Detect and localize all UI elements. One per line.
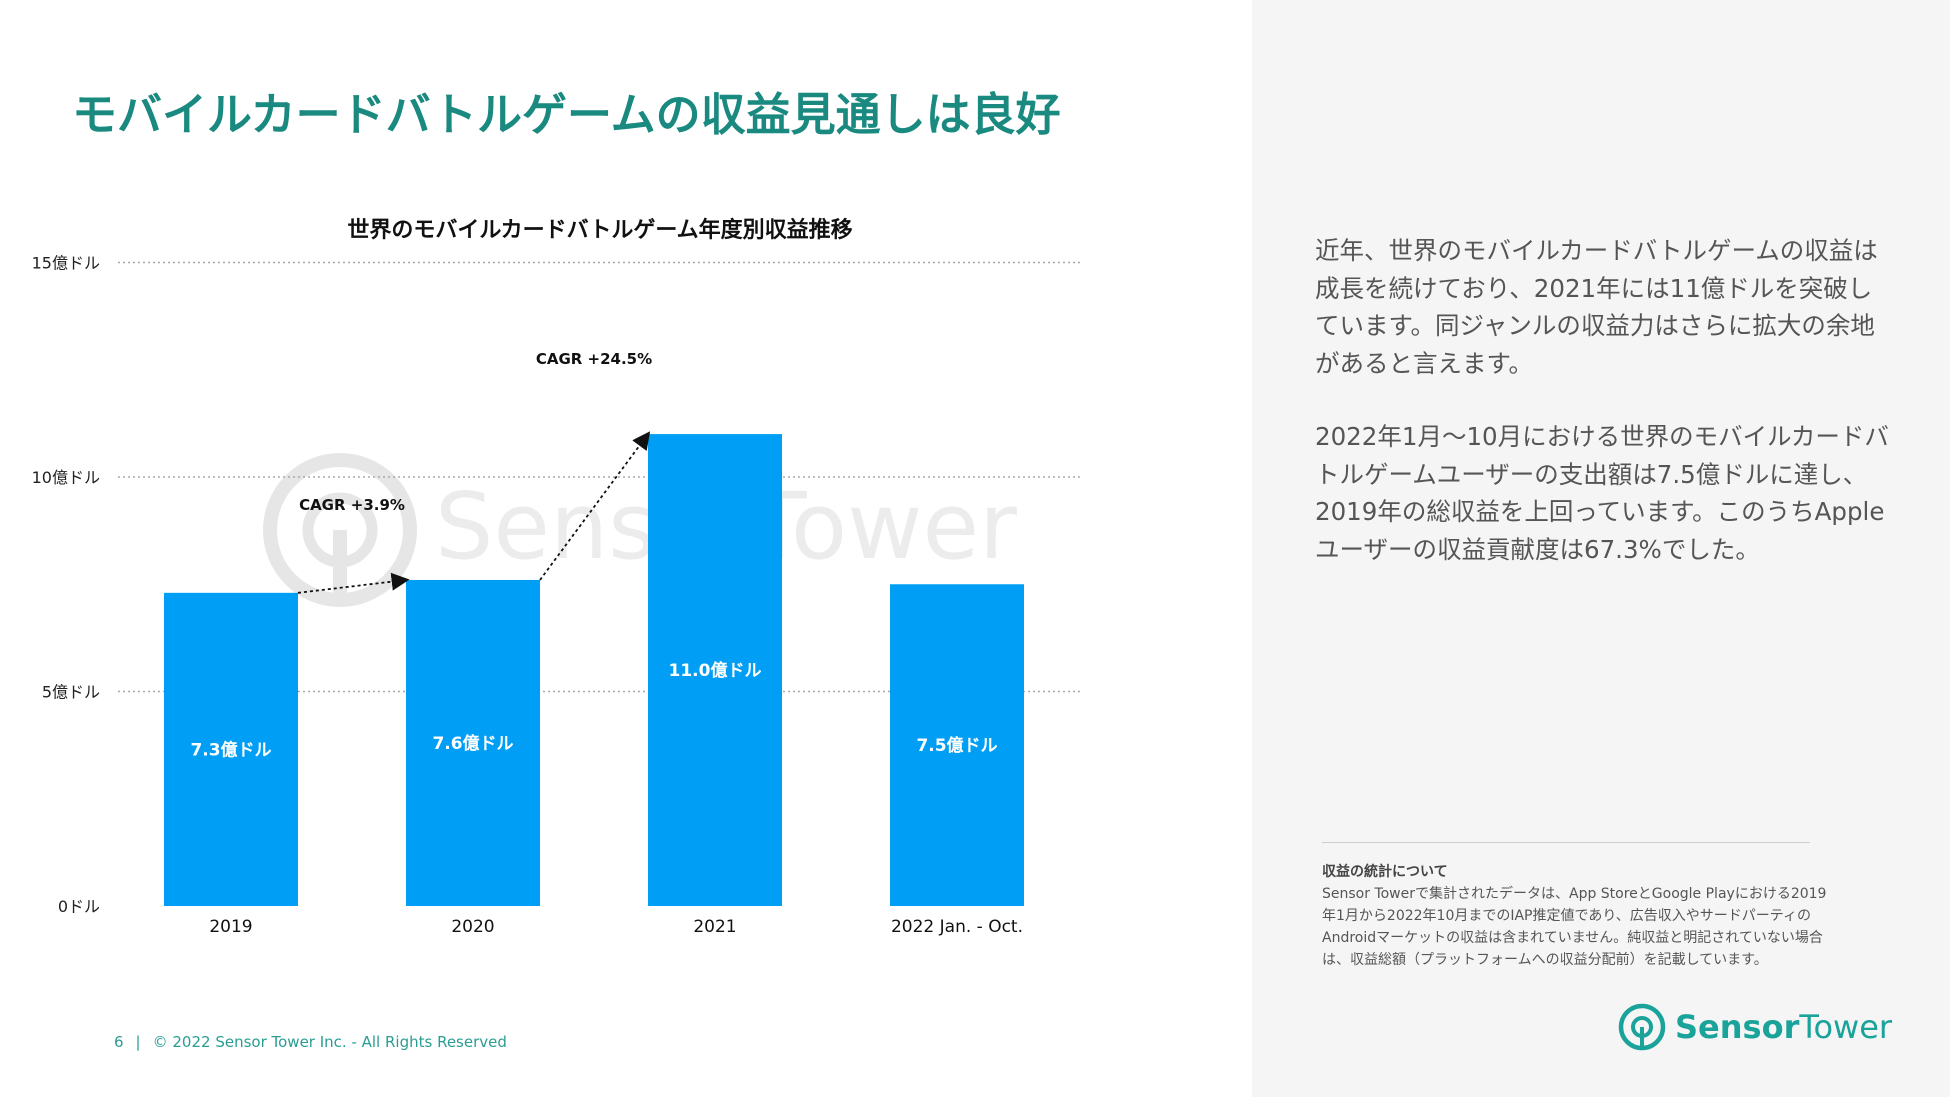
- description-paragraph-1: 近年、世界のモバイルカードバトルゲームの収益は成長を続けており、2021年には1…: [1315, 236, 1878, 378]
- bar-value-label: 7.3億ドル: [190, 739, 271, 760]
- revenue-bar-chart: SensorTower 0ドル 5億ドル 10億ドル 15億ドル 7.3億ドル 2019…: [32, 254, 1082, 937]
- bar: [164, 592, 298, 906]
- cagr-label: CAGR +24.5%: [536, 350, 652, 368]
- x-category-label: 2022 Jan. - Oct.: [891, 917, 1023, 937]
- revenue-note: 収益の統計について Sensor Towerで集計されたデータは、App Sto…: [1322, 861, 1832, 971]
- slide-title: モバイルカードバトルゲームの収益見通しは良好: [72, 88, 1061, 141]
- logo-text: SensorTower: [1675, 1008, 1892, 1046]
- description-paragraph-2: 2022年1月～10月における世界のモバイルカードバトルゲームユーザーの支出額は…: [1315, 422, 1889, 564]
- bar: [890, 584, 1024, 906]
- y-tick-label: 10億ドル: [32, 468, 100, 487]
- bar: [406, 579, 540, 906]
- sensor-tower-logo-icon: [1618, 1003, 1666, 1051]
- y-tick-label: 15億ドル: [32, 254, 100, 273]
- bar-value-label: 11.0億ドル: [669, 660, 762, 681]
- bar: [648, 434, 782, 906]
- y-tick-label: 5億ドル: [42, 683, 100, 702]
- sensortower-watermark: SensorTower: [263, 453, 1017, 607]
- bar-value-label: 7.5億ドル: [916, 735, 997, 756]
- note-body: Sensor Towerで集計されたデータは、App StoreとGoogle …: [1322, 886, 1827, 968]
- x-category-label: 2019: [209, 917, 252, 937]
- note-title: 収益の統計について: [1322, 864, 1448, 880]
- cagr-label: CAGR +3.9%: [299, 496, 405, 514]
- description: 近年、世界のモバイルカードバトルゲームの収益は成長を続けており、2021年には1…: [1315, 232, 1895, 604]
- x-category-label: 2021: [693, 917, 736, 937]
- sensor-tower-logo: SensorTower: [1617, 1002, 1892, 1052]
- logo-text-tower: Tower: [1799, 1008, 1893, 1046]
- bar-value-label: 7.6億ドル: [432, 733, 513, 754]
- y-tick-label: 0ドル: [58, 897, 100, 916]
- footer: 6 | © 2022 Sensor Tower Inc. - All Rights …: [114, 1033, 507, 1051]
- chart-title: 世界のモバイルカードバトルゲーム年度別収益推移: [347, 218, 853, 243]
- logo-text-sensor: Sensor: [1675, 1008, 1800, 1046]
- right-panel: [1252, 0, 1950, 1097]
- cagr-arrow: [539, 431, 651, 581]
- x-category-label: 2020: [451, 917, 494, 937]
- page-number: 6: [114, 1033, 124, 1051]
- note-divider: [1322, 842, 1810, 843]
- copyright: © 2022 Sensor Tower Inc. - All Rights Re…: [152, 1033, 507, 1051]
- cagr-arrow: [297, 572, 410, 594]
- footer-separator: |: [135, 1033, 141, 1051]
